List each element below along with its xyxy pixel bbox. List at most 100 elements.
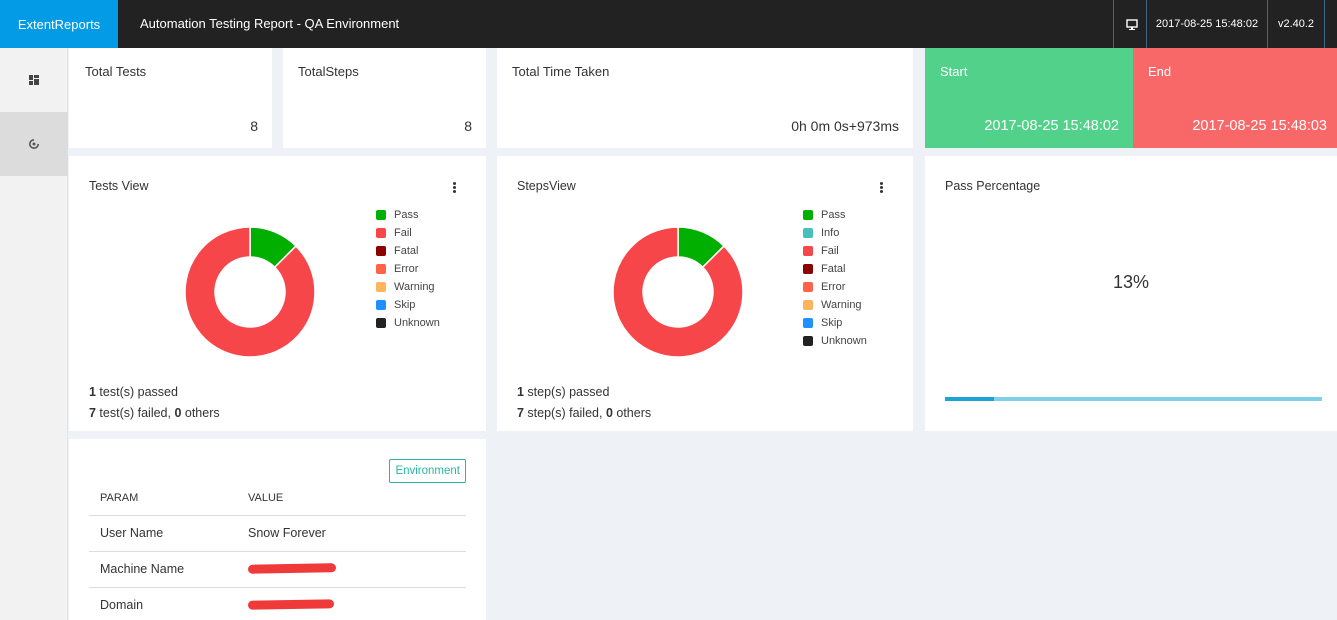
start-label: Start — [940, 64, 968, 79]
legend-label: Skip — [394, 299, 416, 311]
divider — [1146, 0, 1147, 48]
brand-logo[interactable]: ExtentReports — [0, 0, 118, 48]
table-header-row: PARAM VALUE — [89, 481, 466, 516]
legend-label: Unknown — [394, 317, 440, 329]
steps-view-card: StepsView Pass Info Fail Fatal Error Warning S… — [497, 156, 913, 431]
legend-item[interactable]: Error — [803, 278, 867, 296]
tests-view-card: Tests View Pass Fail Fatal Error Warning Skip… — [69, 156, 486, 431]
report-datetime: 2017-08-25 15:48:02 — [1155, 18, 1259, 30]
tests-donut-chart — [184, 226, 316, 358]
redaction-mark — [247, 599, 335, 610]
env-param-cell: Domain — [89, 587, 237, 620]
total-tests-value: 8 — [250, 118, 258, 134]
total-steps-label: TotalSteps — [298, 64, 359, 79]
legend-label: Fatal — [821, 263, 846, 275]
legend-swatch — [376, 264, 386, 274]
sidebar-item-dashboard[interactable] — [0, 48, 68, 112]
tests-legend: Pass Fail Fatal Error Warning Skip Unknown — [376, 206, 440, 332]
legend-item[interactable]: Warning — [376, 278, 440, 296]
legend-label: Error — [821, 281, 846, 293]
steps-failed-text: step(s) failed, — [523, 406, 606, 420]
legend-item[interactable]: Warning — [803, 296, 867, 314]
divider — [1113, 0, 1114, 48]
divider — [1267, 0, 1268, 48]
total-tests-card: Total Tests 8 — [69, 48, 272, 148]
legend-swatch — [803, 300, 813, 310]
legend-label: Fatal — [394, 245, 419, 257]
table-row: Domain — [89, 587, 466, 620]
tests-passed-count: 1 — [89, 385, 96, 399]
kebab-menu-icon[interactable] — [453, 182, 457, 194]
table-row: User Name Snow Forever — [89, 515, 466, 552]
legend-item[interactable]: Skip — [376, 296, 440, 314]
legend-swatch — [376, 228, 386, 238]
environment-table: PARAM VALUE User Name Snow Forever Machi… — [89, 481, 466, 620]
legend-label: Unknown — [821, 335, 867, 347]
legend-item[interactable]: Fail — [803, 242, 867, 260]
donut-slice-fail[interactable] — [612, 226, 744, 358]
param-header: PARAM — [89, 481, 237, 516]
time-taken-label: Total Time Taken — [512, 64, 610, 79]
legend-item[interactable]: Unknown — [803, 332, 867, 350]
legend-swatch — [803, 282, 813, 292]
environment-badge: Environment — [389, 459, 466, 483]
legend-swatch — [803, 210, 813, 220]
legend-item[interactable]: Fatal — [376, 242, 440, 260]
steps-legend: Pass Info Fail Fatal Error Warning Skip Unknown — [803, 206, 867, 350]
pass-percentage-card: Pass Percentage 13% — [925, 156, 1337, 431]
legend-swatch — [376, 300, 386, 310]
legend-label: Info — [821, 227, 840, 239]
pass-progress-bar — [945, 397, 1322, 401]
end-card: End 2017-08-25 15:48:03 — [1133, 48, 1337, 148]
legend-item[interactable]: Error — [376, 260, 440, 278]
end-value: 2017-08-25 15:48:03 — [1192, 118, 1327, 134]
env-param-cell: Machine Name — [89, 551, 237, 588]
sidebar — [0, 48, 68, 620]
donut-slice-fail[interactable] — [184, 226, 316, 358]
legend-item[interactable]: Pass — [376, 206, 440, 224]
env-param-cell: User Name — [89, 515, 237, 552]
start-card: Start 2017-08-25 15:48:02 — [925, 48, 1133, 148]
tests-failed-summary: 7 test(s) failed, 0 others — [89, 406, 220, 420]
legend-item[interactable]: Info — [803, 224, 867, 242]
end-label: End — [1148, 64, 1172, 79]
legend-item[interactable]: Skip — [803, 314, 867, 332]
legend-swatch — [803, 246, 813, 256]
start-value: 2017-08-25 15:48:02 — [984, 118, 1119, 134]
pass-percentage-title: Pass Percentage — [945, 179, 1041, 193]
legend-label: Skip — [821, 317, 843, 329]
pass-percentage-value: 13% — [1112, 272, 1150, 292]
steps-failed-count: 7 — [517, 406, 524, 420]
legend-item[interactable]: Fatal — [803, 260, 867, 278]
legend-item[interactable]: Unknown — [376, 314, 440, 332]
steps-failed-summary: 7 step(s) failed, 0 others — [517, 406, 651, 420]
legend-swatch — [376, 210, 386, 220]
tests-others-text: others — [181, 406, 220, 420]
steps-passed-summary: 1 step(s) passed — [517, 385, 609, 399]
legend-label: Fail — [394, 227, 412, 239]
legend-label: Warning — [821, 299, 862, 311]
pass-progress-fill — [945, 397, 994, 401]
time-taken-value: 0h 0m 0s+973ms — [791, 118, 899, 134]
monitor-icon[interactable] — [1118, 0, 1146, 48]
legend-item[interactable]: Pass — [803, 206, 867, 224]
table-row: Machine Name — [89, 551, 466, 588]
legend-label: Pass — [821, 209, 846, 221]
legend-swatch — [376, 318, 386, 328]
redaction-mark — [247, 563, 337, 574]
kebab-menu-icon[interactable] — [880, 182, 884, 194]
tests-passed-text: test(s) passed — [95, 385, 178, 399]
version-label: v2.40.2 — [1277, 18, 1315, 30]
sidebar-item-tests[interactable] — [0, 112, 68, 176]
tests-view-title: Tests View — [89, 179, 149, 193]
steps-passed-count: 1 — [517, 385, 524, 399]
spinner-icon — [29, 138, 40, 149]
legend-swatch — [376, 282, 386, 292]
tests-failed-text: test(s) failed, — [95, 406, 175, 420]
dashboard-icon — [29, 75, 39, 85]
tests-passed-summary: 1 test(s) passed — [89, 385, 178, 399]
env-value-cell: Snow Forever — [237, 515, 466, 552]
total-tests-label: Total Tests — [85, 64, 147, 79]
divider — [1324, 0, 1325, 48]
legend-item[interactable]: Fail — [376, 224, 440, 242]
